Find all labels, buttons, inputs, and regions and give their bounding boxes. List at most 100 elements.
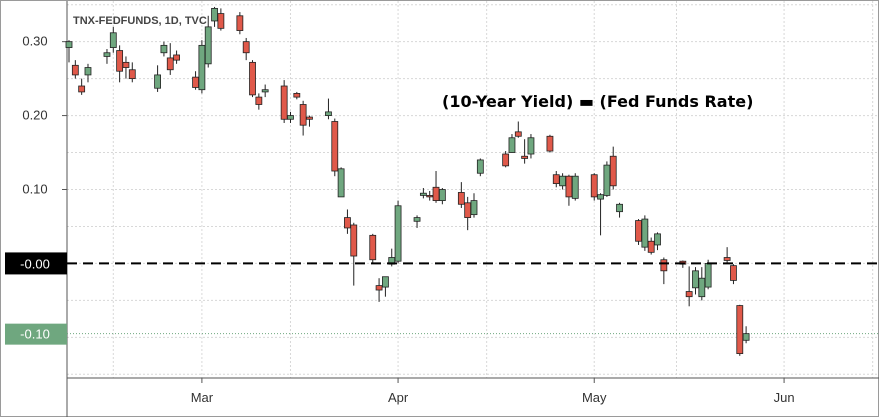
- candle: [236, 12, 244, 35]
- candle: [692, 267, 699, 295]
- candle: [217, 8, 225, 31]
- candle-body: [565, 175, 573, 198]
- candle: [287, 111, 294, 123]
- grid-lines: [67, 1, 879, 378]
- candle-body: [432, 186, 440, 201]
- candle-body: [508, 137, 516, 153]
- candle-body: [306, 116, 313, 120]
- candle-body: [692, 270, 699, 289]
- candle-body: [236, 15, 244, 31]
- candle-body: [502, 153, 510, 167]
- candle: [192, 71, 199, 90]
- candle: [84, 63, 92, 83]
- last-tag-box: [5, 323, 67, 345]
- candle-body: [166, 57, 174, 71]
- candle: [78, 78, 86, 95]
- x-tick-label: Jun: [774, 390, 795, 405]
- candle-body: [173, 54, 180, 61]
- candle: [103, 49, 111, 64]
- candle: [337, 167, 345, 198]
- candle: [375, 278, 383, 302]
- candle-body: [211, 7, 218, 22]
- candle-body: [154, 74, 161, 89]
- candle: [723, 247, 731, 264]
- candle: [211, 6, 218, 27]
- candle: [299, 100, 307, 136]
- candle-body: [426, 195, 434, 198]
- candle-body: [299, 104, 307, 126]
- candle: [293, 91, 301, 100]
- candle-body: [249, 61, 256, 96]
- candle-body: [287, 115, 294, 120]
- candle: [280, 80, 288, 123]
- candle: [470, 193, 478, 218]
- candle-body: [128, 69, 136, 80]
- symbol-label: TNX-FEDFUNDS, 1D, TVC: [73, 15, 207, 27]
- candle: [742, 326, 750, 344]
- y-tick-label: 0.30: [22, 34, 47, 49]
- candle: [590, 173, 598, 201]
- candle-body: [736, 305, 744, 355]
- candle: [603, 161, 611, 197]
- candle: [204, 15, 212, 68]
- candle: [438, 188, 446, 205]
- candle-body: [261, 89, 269, 93]
- candle: [419, 188, 427, 199]
- candle-body: [116, 50, 124, 72]
- candle: [654, 232, 661, 251]
- candle: [641, 215, 649, 251]
- candle-body: [419, 192, 427, 196]
- last-value-tag: -0.10: [5, 323, 67, 345]
- candle-body: [704, 263, 712, 288]
- candle: [565, 174, 573, 206]
- candle-body: [350, 224, 358, 257]
- candle: [616, 202, 623, 218]
- candle: [306, 115, 313, 127]
- candle: [502, 151, 510, 168]
- candle: [331, 118, 339, 177]
- x-tick-label: Mar: [191, 390, 214, 405]
- candle-body: [192, 76, 199, 88]
- y-tick-label: 0.20: [22, 108, 47, 123]
- candle-body: [369, 234, 377, 261]
- candle-body: [685, 291, 693, 298]
- candle: [552, 171, 560, 188]
- y-axis-ticks: 0.30 0.20 0.10: [22, 34, 67, 335]
- candle: [394, 200, 402, 264]
- candle-body: [375, 285, 383, 291]
- candle: [344, 209, 351, 234]
- candle: [166, 43, 174, 75]
- candle-body: [255, 96, 263, 105]
- candle-body: [242, 41, 250, 54]
- candle-body: [552, 174, 560, 184]
- candle-body: [394, 205, 402, 262]
- candle: [413, 215, 421, 228]
- candle-body: [109, 32, 117, 48]
- candle-body: [413, 217, 421, 222]
- candle-body: [325, 111, 332, 116]
- candle: [255, 93, 263, 110]
- candle: [128, 62, 136, 83]
- candle-body: [730, 265, 737, 281]
- candle-body: [217, 13, 225, 29]
- candle-body: [470, 200, 478, 216]
- candle-body: [641, 218, 649, 248]
- candle: [635, 219, 642, 245]
- candle: [647, 237, 655, 255]
- candle-body: [603, 164, 611, 196]
- candle: [514, 121, 522, 138]
- candle: [508, 134, 516, 153]
- candle-body: [65, 41, 73, 48]
- candle-body: [457, 192, 465, 205]
- candle-body: [198, 44, 206, 91]
- candle: [457, 182, 465, 208]
- candle: [249, 60, 256, 98]
- candle: [242, 37, 250, 61]
- candle: [660, 257, 668, 285]
- chart-annotation: (10-Year Yield) ▬ (Fed Funds Rate): [442, 92, 753, 111]
- zero-tag-box: [5, 252, 67, 275]
- candle: [426, 190, 434, 201]
- candle-body: [514, 131, 522, 137]
- candle-body: [331, 121, 339, 172]
- candle-body: [559, 175, 566, 187]
